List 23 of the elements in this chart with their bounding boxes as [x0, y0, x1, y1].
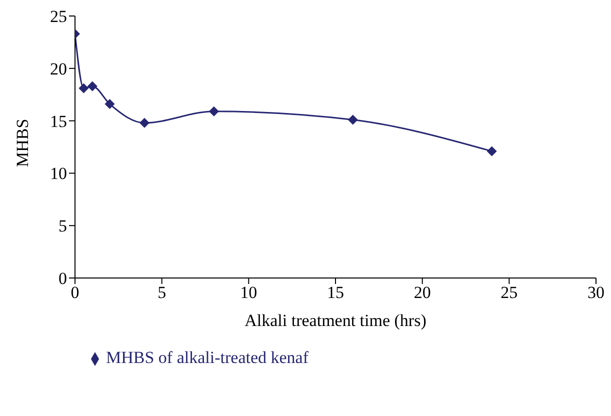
y-tick-label: 20 — [50, 59, 67, 78]
x-tick-label: 20 — [414, 283, 431, 302]
legend-label: MHBS of alkali-treated kenaf — [106, 348, 309, 367]
point — [139, 118, 150, 128]
point — [208, 106, 219, 116]
y-tick-label: 5 — [58, 216, 67, 236]
point — [486, 146, 497, 156]
y-tick-label: 15 — [50, 112, 67, 131]
x-tick-label: 5 — [158, 283, 166, 302]
y-tick-label: 0 — [58, 269, 67, 288]
x-tick-label: 25 — [500, 283, 518, 302]
y-axis-title: MHBS — [13, 118, 32, 167]
x-tick-label: 30 — [588, 283, 604, 302]
point — [104, 99, 115, 110]
x-tick-label: 10 — [240, 283, 258, 302]
x-axis-title: Alkali treatment time (hrs) — [244, 311, 426, 330]
x-tick-label: 15 — [327, 283, 344, 302]
point — [348, 114, 358, 125]
y-tick-label: 10 — [50, 164, 67, 184]
point — [87, 81, 98, 92]
x-tick-label: 0 — [70, 283, 80, 302]
y-tick-label: 25 — [50, 7, 67, 26]
point — [78, 83, 89, 94]
